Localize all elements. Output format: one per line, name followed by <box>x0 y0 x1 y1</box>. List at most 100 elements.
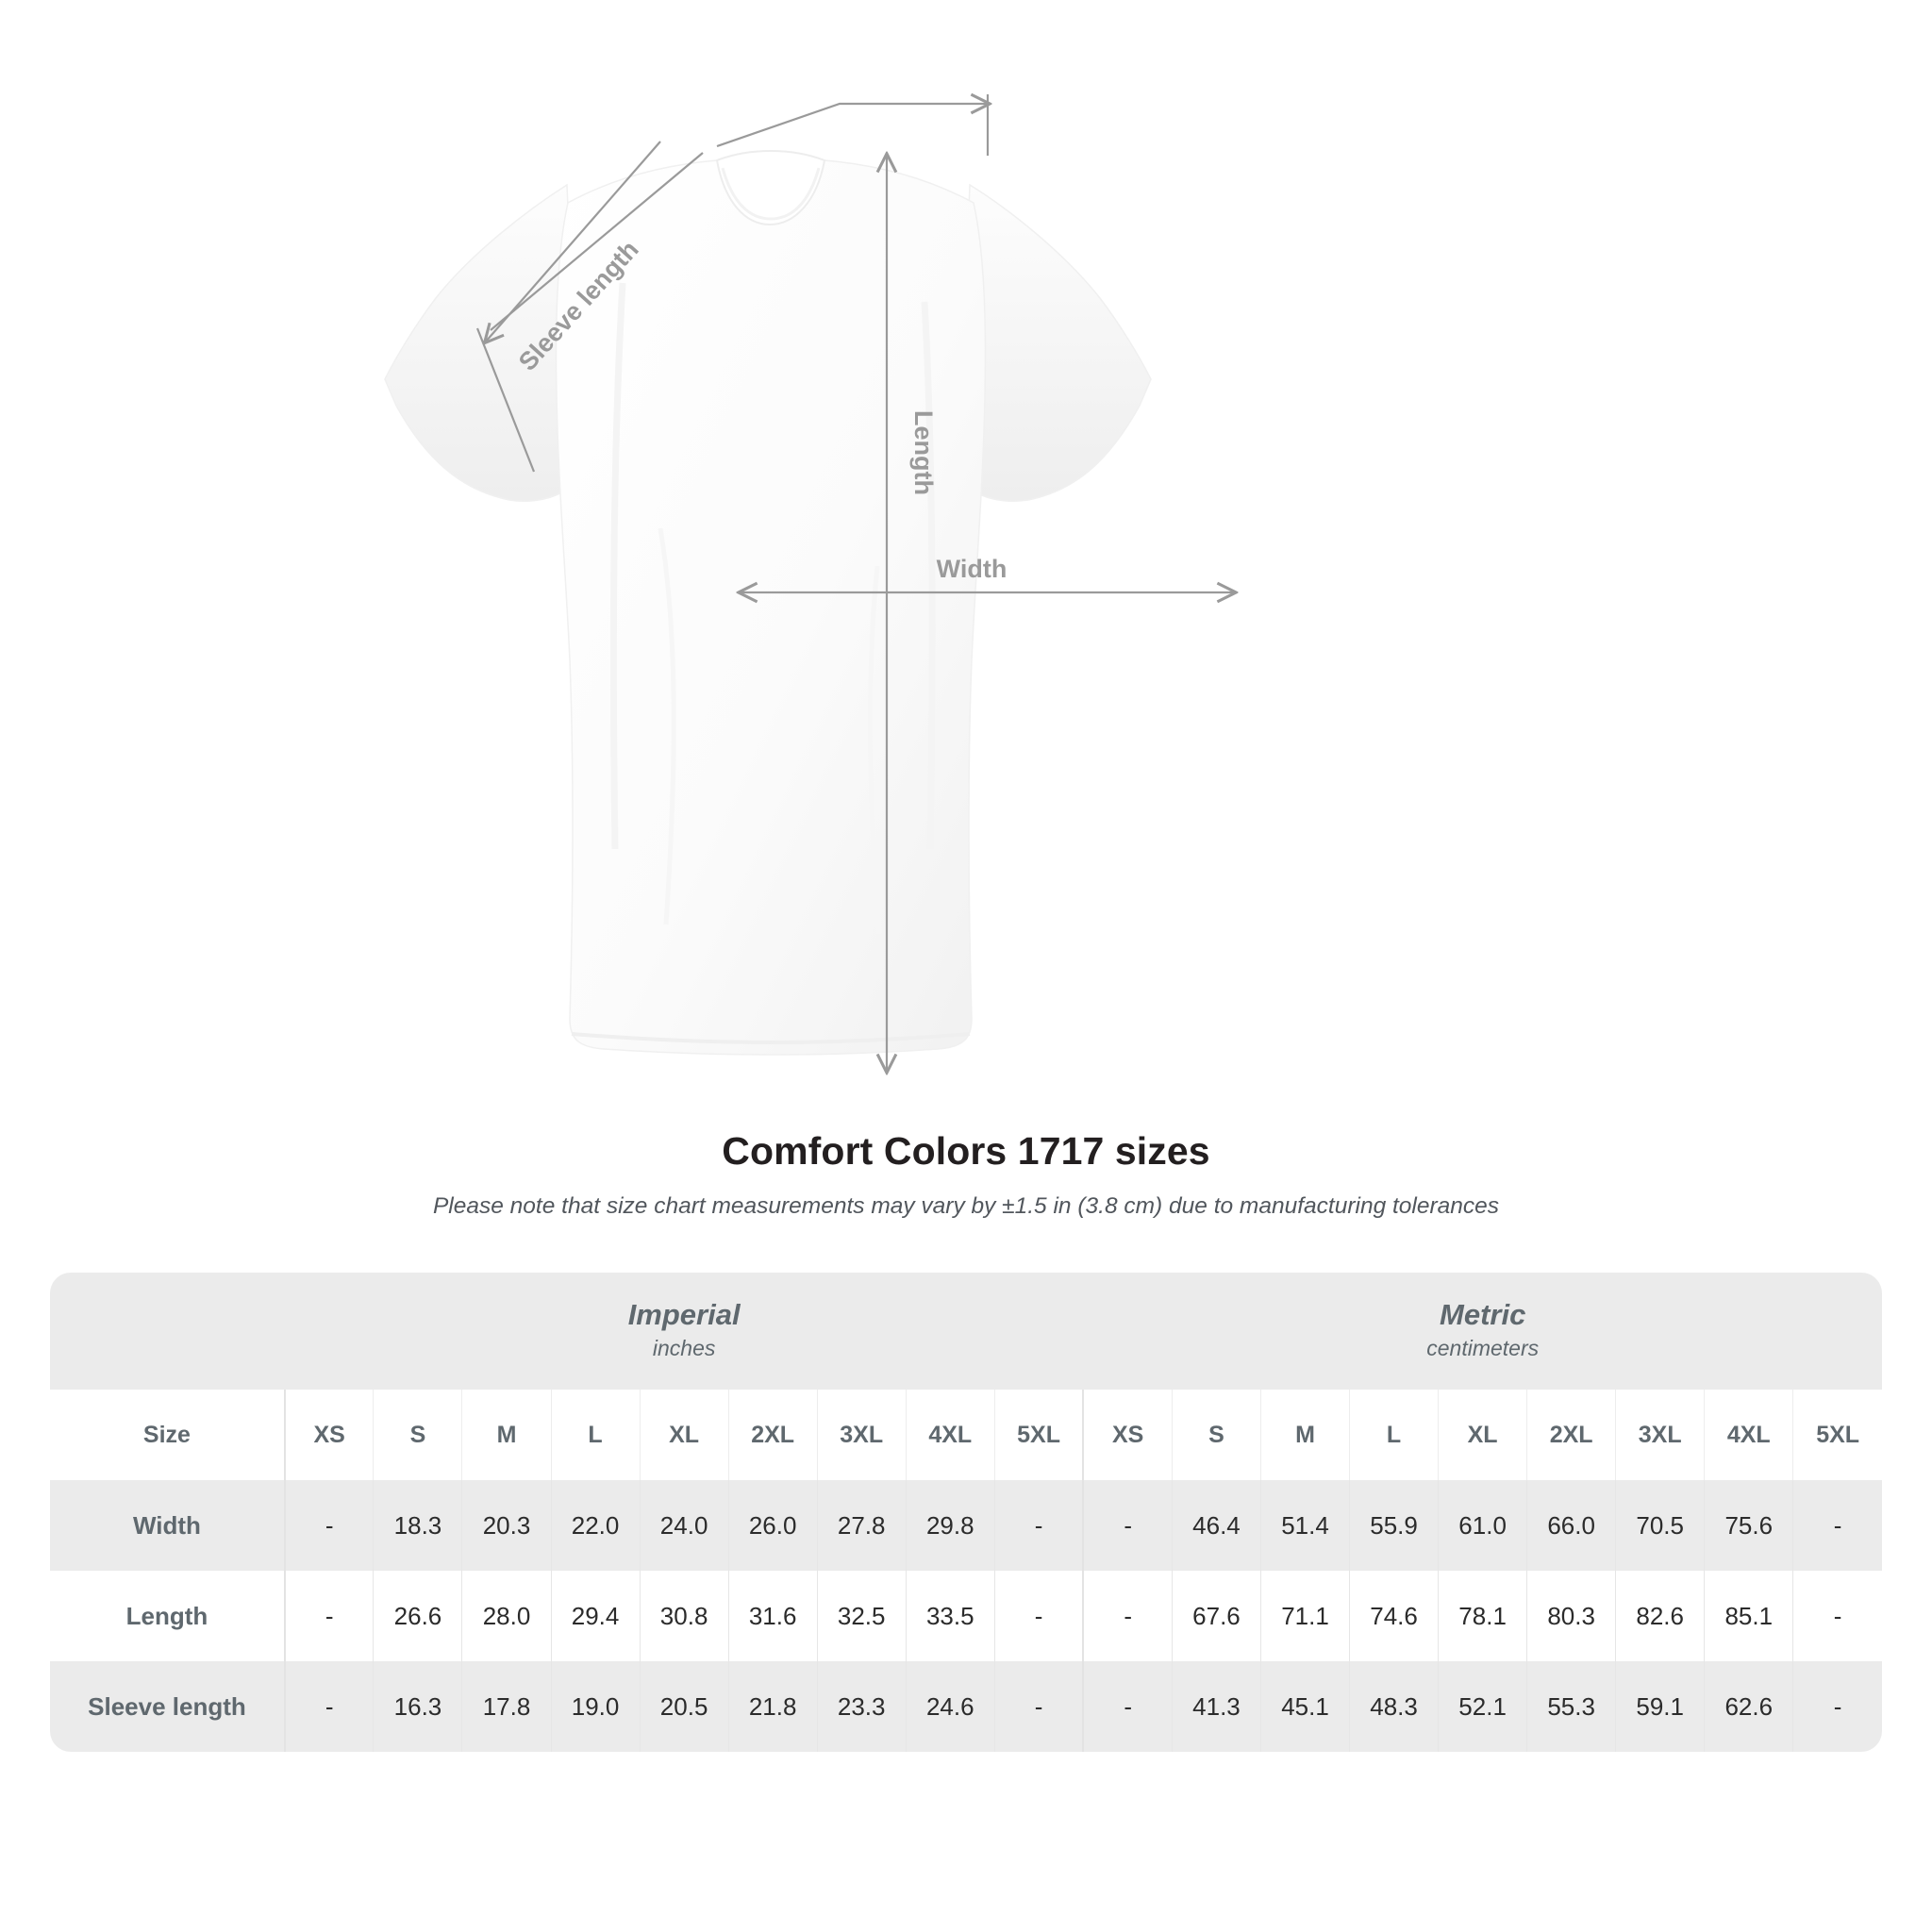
cell-length-imp-m: 28.0 <box>461 1571 552 1661</box>
size-header-imp-3xl: 3XL <box>816 1390 907 1480</box>
tshirt-illustration <box>384 149 1152 1056</box>
cell-sleeve-met-5xl: - <box>1792 1661 1882 1752</box>
size-header-imp-xl: XL <box>639 1390 729 1480</box>
cell-sleeve-met-xs: - <box>1082 1661 1173 1752</box>
size-header-imp-5xl: 5XL <box>993 1390 1084 1480</box>
size-header-imp-xs: XS <box>283 1390 374 1480</box>
cell-length-met-m: 71.1 <box>1259 1571 1350 1661</box>
length-label: Length <box>909 410 938 495</box>
cell-width-met-4xl: 75.6 <box>1704 1480 1793 1571</box>
sleeve-guide-upper <box>490 152 704 331</box>
cell-sleeve-imp-xl: 20.5 <box>639 1661 729 1752</box>
cell-sleeve-met-s: 41.3 <box>1171 1661 1261 1752</box>
cell-sleeve-met-l: 48.3 <box>1349 1661 1439 1752</box>
cell-sleeve-met-3xl: 59.1 <box>1615 1661 1705 1752</box>
cell-length-imp-3xl: 32.5 <box>816 1571 907 1661</box>
row-label-width: Width <box>50 1480 285 1571</box>
sleeve-end-tick <box>475 327 536 473</box>
size-header-met-4xl: 4XL <box>1704 1390 1793 1480</box>
size-header-met-2xl: 2XL <box>1526 1390 1616 1480</box>
size-header-met-5xl: 5XL <box>1792 1390 1882 1480</box>
cell-width-imp-xs: - <box>283 1480 374 1571</box>
size-header-imp-s: S <box>373 1390 462 1480</box>
cell-sleeve-imp-xs: - <box>283 1661 374 1752</box>
cell-length-imp-2xl: 31.6 <box>727 1571 818 1661</box>
size-header-met-s: S <box>1171 1390 1261 1480</box>
size-header-imp-2xl: 2XL <box>727 1390 818 1480</box>
cell-length-met-5xl: - <box>1792 1571 1882 1661</box>
unit-band-row: Imperial inches Metric centimeters <box>50 1273 1882 1390</box>
size-header-met-xs: XS <box>1082 1390 1173 1480</box>
cell-width-met-xl: 61.0 <box>1438 1480 1527 1571</box>
cell-length-imp-5xl: - <box>993 1571 1084 1661</box>
cell-length-met-l: 74.6 <box>1349 1571 1439 1661</box>
cell-sleeve-imp-s: 16.3 <box>373 1661 462 1752</box>
cell-length-met-3xl: 82.6 <box>1615 1571 1705 1661</box>
cell-width-imp-s: 18.3 <box>373 1480 462 1571</box>
cell-length-met-2xl: 80.3 <box>1526 1571 1616 1661</box>
table-row-length: Length - 26.6 28.0 29.4 30.8 31.6 32.5 3… <box>50 1571 1882 1661</box>
size-table-container: Imperial inches Metric centimeters Size … <box>50 1273 1882 1752</box>
sleeve-leader-line <box>716 104 988 148</box>
cell-width-met-m: 51.4 <box>1259 1480 1350 1571</box>
unit-group-imperial: Imperial inches <box>284 1273 1084 1390</box>
row-label-length: Length <box>50 1571 285 1661</box>
cell-sleeve-imp-4xl: 24.6 <box>905 1661 995 1752</box>
size-header-row: Size XS S M L XL 2XL 3XL 4XL 5XL XS S M … <box>50 1390 1882 1480</box>
cell-length-imp-xs: - <box>283 1571 374 1661</box>
cell-length-met-xl: 78.1 <box>1438 1571 1527 1661</box>
cell-width-met-s: 46.4 <box>1171 1480 1261 1571</box>
unit-imperial-name: Imperial <box>627 1297 741 1331</box>
size-header-imp-l: L <box>550 1390 641 1480</box>
cell-sleeve-met-4xl: 62.6 <box>1704 1661 1793 1752</box>
size-table: Imperial inches Metric centimeters Size … <box>50 1273 1882 1752</box>
cell-sleeve-imp-2xl: 21.8 <box>727 1661 818 1752</box>
cell-sleeve-met-xl: 52.1 <box>1438 1661 1527 1752</box>
cell-sleeve-imp-3xl: 23.3 <box>816 1661 907 1752</box>
unit-metric-name: Metric <box>1440 1297 1526 1331</box>
table-row-width: Width - 18.3 20.3 22.0 24.0 26.0 27.8 29… <box>50 1480 1882 1571</box>
cell-length-imp-xl: 30.8 <box>639 1571 729 1661</box>
size-header-imp-4xl: 4XL <box>905 1390 995 1480</box>
sleeve-length-arrow <box>486 141 661 341</box>
cell-width-imp-3xl: 27.8 <box>816 1480 907 1571</box>
cell-width-met-2xl: 66.0 <box>1526 1480 1616 1571</box>
cell-length-imp-4xl: 33.5 <box>905 1571 995 1661</box>
tolerance-note: Please note that size chart measurements… <box>432 1193 1500 1220</box>
cell-sleeve-imp-l: 19.0 <box>550 1661 641 1752</box>
cell-width-met-3xl: 70.5 <box>1615 1480 1705 1571</box>
cell-length-met-xs: - <box>1082 1571 1173 1661</box>
cell-length-met-s: 67.6 <box>1171 1571 1261 1661</box>
cell-width-imp-l: 22.0 <box>550 1480 641 1571</box>
title-block: Comfort Colors 1717 sizes Please note th… <box>0 1127 1932 1222</box>
size-header-met-3xl: 3XL <box>1615 1390 1705 1480</box>
cell-sleeve-imp-5xl: - <box>993 1661 1084 1752</box>
unit-group-metric: Metric centimeters <box>1083 1273 1882 1390</box>
cell-sleeve-imp-m: 17.8 <box>461 1661 552 1752</box>
size-header-met-l: L <box>1349 1390 1439 1480</box>
cell-width-imp-2xl: 26.0 <box>727 1480 818 1571</box>
measure-guides <box>475 94 1234 1071</box>
page-title: Comfort Colors 1717 sizes <box>722 1129 1210 1173</box>
row-label-sleeve-length: Sleeve length <box>50 1661 285 1752</box>
cell-width-imp-xl: 24.0 <box>639 1480 729 1571</box>
cell-width-met-l: 55.9 <box>1349 1480 1439 1571</box>
cell-width-imp-4xl: 29.8 <box>905 1480 995 1571</box>
size-header-met-xl: XL <box>1438 1390 1527 1480</box>
unit-metric-sub: centimeters <box>1426 1335 1540 1360</box>
width-label: Width <box>937 555 1008 583</box>
unit-band-spacer <box>50 1273 285 1390</box>
cell-width-imp-m: 20.3 <box>461 1480 552 1571</box>
unit-imperial-sub: inches <box>652 1335 716 1360</box>
cell-width-met-xs: - <box>1082 1480 1173 1571</box>
table-row-sleeve-length: Sleeve length - 16.3 17.8 19.0 20.5 21.8… <box>50 1661 1882 1752</box>
cell-length-imp-l: 29.4 <box>550 1571 641 1661</box>
size-header-imp-m: M <box>461 1390 552 1480</box>
cell-length-imp-s: 26.6 <box>373 1571 462 1661</box>
cell-width-met-5xl: - <box>1792 1480 1882 1571</box>
cell-width-imp-5xl: - <box>993 1480 1084 1571</box>
size-header-met-m: M <box>1259 1390 1350 1480</box>
tshirt-diagram: Sleeve length Length Width <box>384 0 1932 1123</box>
cell-length-met-4xl: 85.1 <box>1704 1571 1793 1661</box>
